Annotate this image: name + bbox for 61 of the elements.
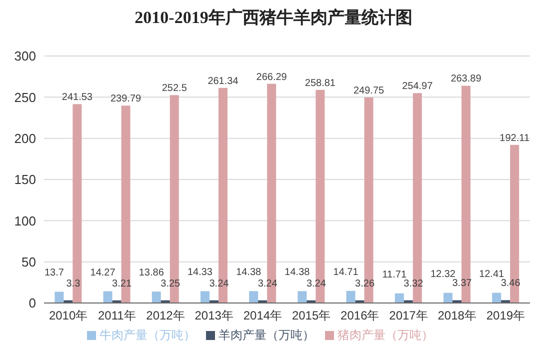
data-label: 3.46 xyxy=(500,278,521,290)
data-label: 266.29 xyxy=(256,72,288,83)
legend-label: 羊肉产量（万吨） xyxy=(218,328,314,342)
y-tick-label: 300 xyxy=(14,48,36,64)
bar xyxy=(200,291,210,303)
data-label: 252.5 xyxy=(162,83,188,94)
x-tick-label: 2010年 xyxy=(48,308,88,323)
data-label: 3.24 xyxy=(306,278,326,290)
data-label: 3.24 xyxy=(209,278,230,290)
y-tick-label: 100 xyxy=(14,213,36,228)
x-tick-label: 2012年 xyxy=(146,308,185,323)
data-label: 13.86 xyxy=(138,268,164,279)
y-tick-label: 50 xyxy=(22,254,36,270)
data-label: 12.41 xyxy=(479,268,505,280)
y-tick-label: 250 xyxy=(14,90,36,105)
bar xyxy=(298,291,307,303)
bar xyxy=(492,292,502,303)
bar xyxy=(346,290,356,303)
chart-title: 2010-2019年广西猪牛羊肉产量统计图 xyxy=(134,7,414,29)
x-tick-label: 2013年 xyxy=(194,308,234,323)
legend-label: 猪肉产量（万吨） xyxy=(338,328,434,342)
data-label: 3.25 xyxy=(160,278,181,290)
data-label: 192.11 xyxy=(500,132,530,144)
data-label: 261.34 xyxy=(208,76,239,87)
x-tick-label: 2015年 xyxy=(292,308,331,323)
x-tick-label: 2019年 xyxy=(486,308,526,323)
data-label: 11.71 xyxy=(382,269,407,280)
data-label: 3.32 xyxy=(404,278,424,290)
x-tick-label: 2017年 xyxy=(389,308,428,323)
data-label: 3.37 xyxy=(452,278,472,290)
x-tick-label: 2016年 xyxy=(340,308,380,323)
data-label: 14.38 xyxy=(236,267,262,278)
bar xyxy=(103,291,112,303)
x-tick-label: 2011年 xyxy=(98,308,136,323)
bar xyxy=(54,292,64,303)
data-label: 263.89 xyxy=(450,74,482,85)
x-tick-label: 2014年 xyxy=(243,308,282,323)
legend-label: 牛肉产量（万吨） xyxy=(100,328,196,342)
bar xyxy=(394,293,404,303)
data-label: 258.81 xyxy=(304,78,336,89)
x-tick-label: 2018年 xyxy=(438,308,476,323)
bar xyxy=(249,291,258,303)
data-label: 249.75 xyxy=(353,85,385,96)
data-label: 3.21 xyxy=(112,278,132,290)
y-tick-label: 150 xyxy=(14,172,36,188)
data-label: 254.97 xyxy=(402,81,434,92)
data-label: 239.79 xyxy=(110,94,142,105)
bar xyxy=(152,292,161,303)
bar xyxy=(443,292,452,303)
data-label: 14.71 xyxy=(333,266,359,278)
data-label: 241.53 xyxy=(62,92,93,104)
data-label: 12.32 xyxy=(430,268,456,280)
data-label: 14.27 xyxy=(90,267,116,278)
y-tick-label: 200 xyxy=(14,130,36,146)
data-label: 3.26 xyxy=(355,278,375,290)
data-label: 13.7 xyxy=(44,268,64,279)
y-tick-label: 0 xyxy=(28,296,36,311)
data-label: 14.38 xyxy=(284,267,310,278)
data-label: 3.24 xyxy=(258,278,278,290)
data-label: 14.33 xyxy=(187,267,213,278)
bar xyxy=(452,300,462,303)
